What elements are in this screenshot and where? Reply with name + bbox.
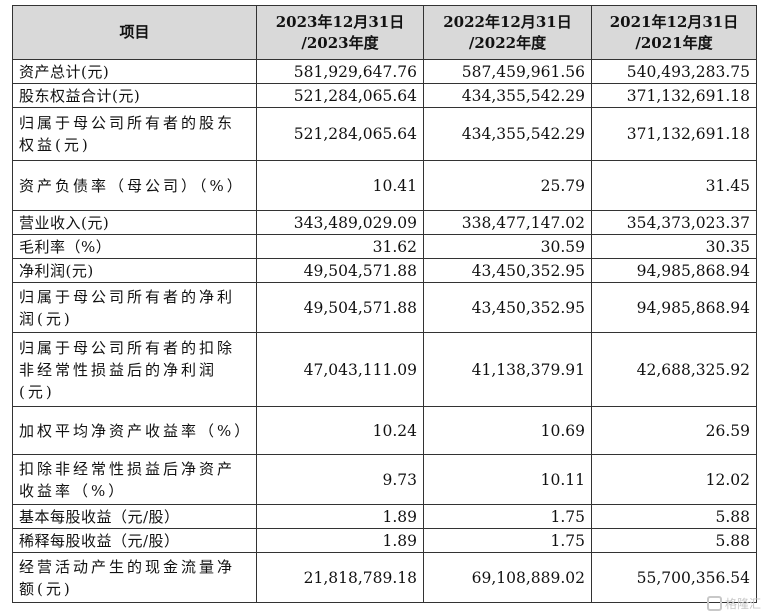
cell-2023: 343,489,029.09	[256, 210, 424, 235]
table-row: 归属于母公司所有者的净利润(元) 49,504,571.88 43,450,35…	[12, 282, 757, 333]
table-row: 毛利率（%） 31.62 30.59 30.35	[12, 234, 757, 259]
cell-2021: 30.35	[591, 234, 757, 259]
cell-2022: 43,450,352.95	[423, 258, 592, 283]
row-label: 资产总计(元)	[12, 59, 257, 84]
cell-2022: 1.75	[423, 504, 592, 529]
cell-2021: 371,132,691.18	[591, 83, 757, 108]
cell-2022: 587,459,961.56	[423, 59, 592, 84]
row-label: 加权平均净资产收益率（%）	[12, 406, 257, 455]
table-row: 经营活动产生的现金流量净额(元) 21,818,789.18 69,108,88…	[12, 552, 757, 603]
cell-2023: 10.24	[256, 406, 424, 455]
cell-2022: 10.69	[423, 406, 592, 455]
cell-2022: 25.79	[423, 160, 592, 211]
cell-2022: 1.75	[423, 528, 592, 553]
table-row: 资产负债率（母公司）（%） 10.41 25.79 31.45	[12, 160, 757, 211]
cell-2021: 12.02	[591, 454, 757, 505]
cell-2023: 1.89	[256, 528, 424, 553]
header-col-year: /2022年度	[468, 33, 547, 52]
table-row: 股东权益合计(元) 521,284,065.64 434,355,542.29 …	[12, 83, 757, 108]
header-col-2021: 2021年12月31日 /2021年度	[591, 5, 757, 60]
row-label: 毛利率（%）	[12, 234, 257, 259]
cell-2021: 42,688,325.92	[591, 332, 757, 407]
cell-2023: 1.89	[256, 504, 424, 529]
cell-2021: 94,985,868.94	[591, 258, 757, 283]
cell-2023: 31.62	[256, 234, 424, 259]
header-item: 项目	[12, 5, 257, 60]
header-row: 项目 2023年12月31日 /2023年度 2022年12月31日 /2022…	[12, 5, 757, 60]
cell-2022: 434,355,542.29	[423, 107, 592, 161]
row-label: 归属于母公司所有者的扣除非经常性损益后的净利润(元)	[12, 332, 257, 407]
watermark-logo-icon	[706, 596, 722, 611]
header-col-2022: 2022年12月31日 /2022年度	[423, 5, 592, 60]
header-col-date: 2021年12月31日	[609, 12, 739, 31]
cell-2022: 338,477,147.02	[423, 210, 592, 235]
table-row: 营业收入(元) 343,489,029.09 338,477,147.02 35…	[12, 210, 757, 235]
table-row: 归属于母公司所有者的股东权益(元) 521,284,065.64 434,355…	[12, 107, 757, 161]
cell-2022: 69,108,889.02	[423, 552, 592, 603]
cell-2023: 47,043,111.09	[256, 332, 424, 407]
cell-2021: 5.88	[591, 504, 757, 529]
cell-2022: 43,450,352.95	[423, 282, 592, 333]
watermark-text: 格隆汇	[724, 597, 761, 611]
cell-2023: 21,818,789.18	[256, 552, 424, 603]
cell-2023: 521,284,065.64	[256, 83, 424, 108]
row-label: 股东权益合计(元)	[12, 83, 257, 108]
cell-2022: 10.11	[423, 454, 592, 505]
cell-2023: 9.73	[256, 454, 424, 505]
cell-2021: 5.88	[591, 528, 757, 553]
row-label: 净利润(元)	[12, 258, 257, 283]
row-label: 稀释每股收益（元/股）	[12, 528, 257, 553]
header-col-year: /2021年度	[635, 33, 713, 52]
cell-2021: 55,700,356.54	[591, 552, 757, 603]
cell-2022: 434,355,542.29	[423, 83, 592, 108]
row-label: 归属于母公司所有者的股东权益(元)	[12, 107, 257, 161]
cell-2023: 10.41	[256, 160, 424, 211]
cell-2023: 581,929,647.76	[256, 59, 424, 84]
row-label: 营业收入(元)	[12, 210, 257, 235]
cell-2023: 49,504,571.88	[256, 282, 424, 333]
cell-2023: 49,504,571.88	[256, 258, 424, 283]
cell-2022: 41,138,379.91	[423, 332, 592, 407]
header-col-year: /2023年度	[301, 33, 379, 52]
header-col-2023: 2023年12月31日 /2023年度	[256, 5, 424, 60]
table-row: 扣除非经常性损益后净资产收益率（%） 9.73 10.11 12.02	[12, 454, 757, 505]
table-row: 归属于母公司所有者的扣除非经常性损益后的净利润(元) 47,043,111.09…	[12, 332, 757, 407]
cell-2021: 371,132,691.18	[591, 107, 757, 161]
cell-2021: 26.59	[591, 406, 757, 455]
row-label: 资产负债率（母公司）（%）	[12, 160, 257, 211]
row-label: 基本每股收益（元/股）	[12, 504, 257, 529]
cell-2021: 31.45	[591, 160, 757, 211]
row-label: 扣除非经常性损益后净资产收益率（%）	[12, 454, 257, 505]
header-col-date: 2023年12月31日	[275, 12, 405, 31]
header-col-date: 2022年12月31日	[443, 12, 572, 31]
cell-2021: 94,985,868.94	[591, 282, 757, 333]
table-row: 稀释每股收益（元/股） 1.89 1.75 5.88	[12, 528, 757, 553]
financial-data-table: 项目 2023年12月31日 /2023年度 2022年12月31日 /2022…	[12, 5, 757, 603]
table-row: 资产总计(元) 581,929,647.76 587,459,961.56 54…	[12, 59, 757, 84]
table-row: 加权平均净资产收益率（%） 10.24 10.69 26.59	[12, 406, 757, 455]
row-label: 归属于母公司所有者的净利润(元)	[12, 282, 257, 333]
watermark: 格隆汇	[706, 595, 761, 612]
cell-2021: 540,493,283.75	[591, 59, 757, 84]
financial-table-wrapper: 项目 2023年12月31日 /2023年度 2022年12月31日 /2022…	[12, 5, 757, 603]
table-row: 净利润(元) 49,504,571.88 43,450,352.95 94,98…	[12, 258, 757, 283]
row-label: 经营活动产生的现金流量净额(元)	[12, 552, 257, 603]
cell-2023: 521,284,065.64	[256, 107, 424, 161]
table-row: 基本每股收益（元/股） 1.89 1.75 5.88	[12, 504, 757, 529]
cell-2021: 354,373,023.37	[591, 210, 757, 235]
cell-2022: 30.59	[423, 234, 592, 259]
